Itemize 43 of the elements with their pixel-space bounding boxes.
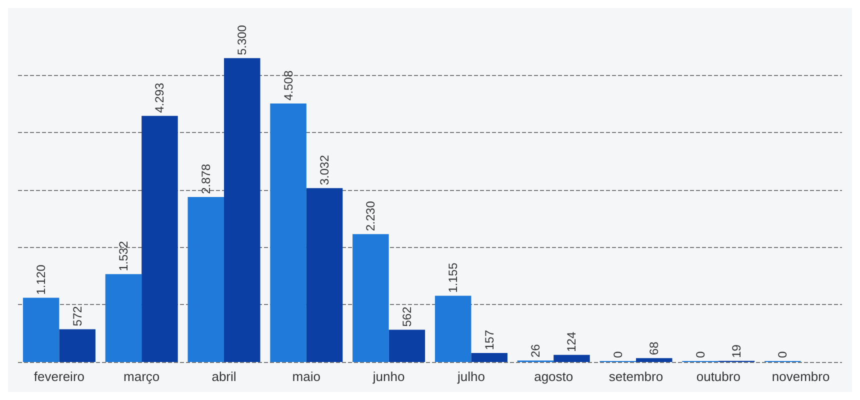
x-tick-label: abril <box>212 369 236 384</box>
data-label: 2.878 <box>198 164 213 194</box>
data-label: 1.532 <box>116 240 130 272</box>
bar <box>105 274 142 362</box>
data-label: 5.300 <box>235 24 250 56</box>
x-tick-label: março <box>124 369 160 384</box>
data-label: 4.508 <box>281 70 296 101</box>
bar <box>636 358 672 362</box>
x-tick-label: julho <box>456 369 485 384</box>
bar <box>142 116 178 362</box>
data-label: 2.230 <box>364 200 378 232</box>
data-label: 4.293 <box>152 82 167 113</box>
bar <box>352 234 389 362</box>
bar <box>59 329 96 362</box>
bar <box>22 298 60 362</box>
data-label: 68 <box>647 341 662 356</box>
x-tick-label: setembro <box>608 369 664 384</box>
x-tick-label: junho <box>372 369 405 384</box>
data-label: 124 <box>564 332 579 352</box>
x-tick-label: outubro <box>696 369 740 384</box>
data-label: 0 <box>693 351 708 358</box>
bar <box>388 330 426 362</box>
bar <box>434 296 472 362</box>
x-tick-label: fevereiro <box>34 369 84 384</box>
x-tick-label: maio <box>292 369 320 384</box>
x-tick-label: novembro <box>772 369 830 384</box>
data-label: 3.032 <box>318 154 332 186</box>
x-tick-label: agosto <box>534 369 574 384</box>
bar <box>306 188 343 362</box>
data-label: 1.155 <box>446 262 460 293</box>
data-label: 572 <box>70 306 84 326</box>
bar <box>471 353 508 362</box>
data-label: 26 <box>528 344 542 358</box>
data-label: 19 <box>730 344 744 358</box>
bar <box>188 196 224 362</box>
data-label: 157 <box>482 330 496 350</box>
data-label: 0 <box>776 351 790 358</box>
data-label: 1.120 <box>34 264 48 295</box>
bar <box>224 58 260 362</box>
data-label: 562 <box>400 306 414 327</box>
bar <box>270 104 306 362</box>
data-label: 0 <box>610 351 625 358</box>
bar <box>554 354 590 362</box>
